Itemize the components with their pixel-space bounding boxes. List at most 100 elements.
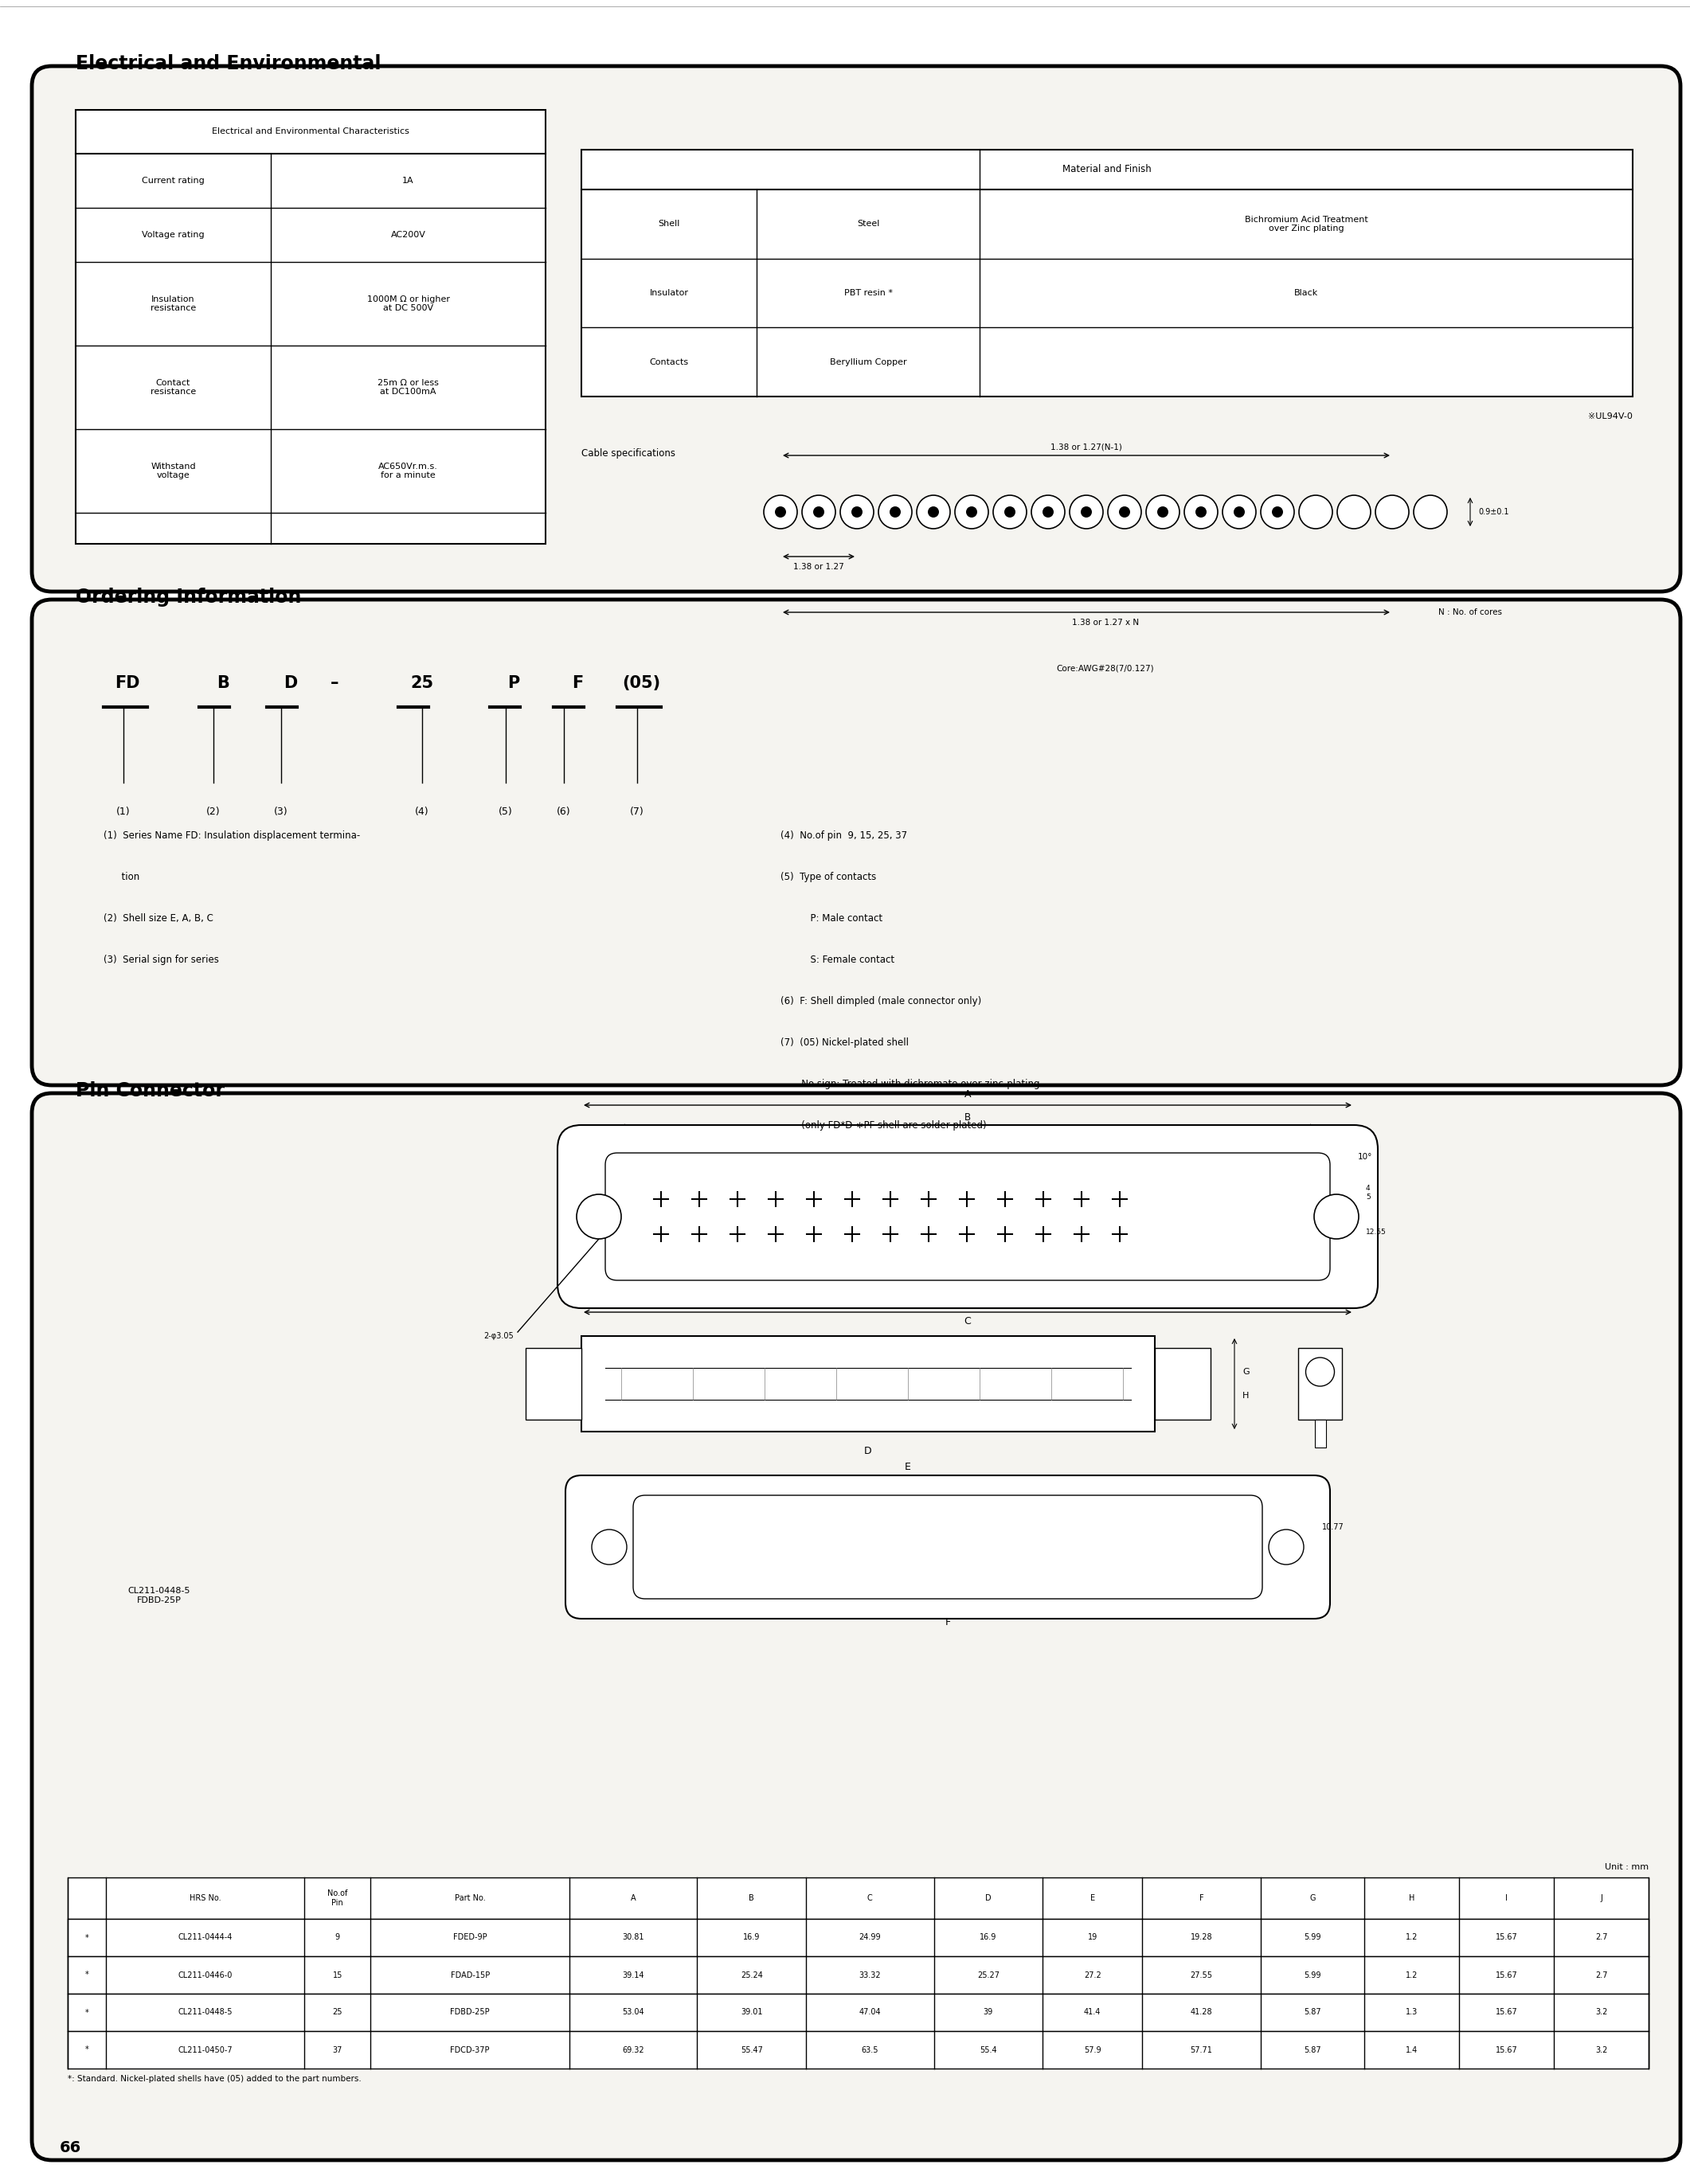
Text: Contact
resistance: Contact resistance xyxy=(150,378,196,395)
Circle shape xyxy=(1043,507,1053,518)
Text: 66: 66 xyxy=(59,2140,81,2156)
Circle shape xyxy=(1300,496,1332,529)
Text: FDCD-37P: FDCD-37P xyxy=(450,2046,490,2053)
Circle shape xyxy=(994,496,1026,529)
Circle shape xyxy=(1315,1195,1359,1238)
Text: Steel: Steel xyxy=(857,221,879,227)
FancyBboxPatch shape xyxy=(32,601,1680,1085)
Text: H: H xyxy=(1409,1894,1415,1902)
Text: Electrical and Environmental Characteristics: Electrical and Environmental Characteris… xyxy=(211,129,409,135)
Text: 10°: 10° xyxy=(1357,1153,1372,1162)
Text: 1.38 or 1.27(N-1): 1.38 or 1.27(N-1) xyxy=(1051,443,1122,452)
Text: Material and Finish: Material and Finish xyxy=(1063,164,1151,175)
Text: Cable specifications: Cable specifications xyxy=(581,448,676,459)
Text: N : No. of cores: N : No. of cores xyxy=(1438,609,1502,616)
Circle shape xyxy=(955,496,989,529)
Text: G: G xyxy=(1310,1894,1315,1902)
Text: (1): (1) xyxy=(117,806,130,817)
Text: FDED-9P: FDED-9P xyxy=(453,1933,487,1942)
Text: 5.99: 5.99 xyxy=(1305,1970,1322,1979)
Text: (4)  No.of pin  9, 15, 25, 37: (4) No.of pin 9, 15, 25, 37 xyxy=(781,830,908,841)
Bar xyxy=(581,151,1633,397)
Text: 30.81: 30.81 xyxy=(622,1933,644,1942)
Bar xyxy=(526,1348,581,1420)
Text: F: F xyxy=(571,675,583,690)
Circle shape xyxy=(764,496,798,529)
Text: HRS No.: HRS No. xyxy=(189,1894,221,1902)
Text: D: D xyxy=(864,1446,872,1457)
Text: *: * xyxy=(84,1970,88,1979)
Text: 15.67: 15.67 xyxy=(1496,1970,1518,1979)
Text: 15: 15 xyxy=(333,1970,343,1979)
Text: 19.28: 19.28 xyxy=(1190,1933,1212,1942)
Text: 39: 39 xyxy=(984,2009,994,2016)
Circle shape xyxy=(576,1195,622,1238)
Text: (6)  F: Shell dimpled (male connector only): (6) F: Shell dimpled (male connector onl… xyxy=(781,996,982,1007)
FancyBboxPatch shape xyxy=(605,1153,1330,1280)
Text: (7): (7) xyxy=(630,806,644,817)
Text: I: I xyxy=(1506,1894,1507,1902)
Text: 15.67: 15.67 xyxy=(1496,1933,1518,1942)
Text: FDAD-15P: FDAD-15P xyxy=(451,1970,490,1979)
Circle shape xyxy=(1222,496,1256,529)
Text: 4
5: 4 5 xyxy=(1366,1186,1371,1201)
Text: P: Male contact: P: Male contact xyxy=(781,913,882,924)
Text: Black: Black xyxy=(1295,288,1318,297)
Text: 57.9: 57.9 xyxy=(1083,2046,1102,2053)
Text: S: Female contact: S: Female contact xyxy=(781,954,894,965)
Bar xyxy=(68,2031,1648,2068)
Text: D: D xyxy=(284,675,297,690)
Text: Beryllium Copper: Beryllium Copper xyxy=(830,358,906,367)
Text: 1.4: 1.4 xyxy=(1406,2046,1418,2053)
Circle shape xyxy=(967,507,977,518)
Text: *: * xyxy=(84,1933,88,1942)
Text: CL211-0446-0: CL211-0446-0 xyxy=(177,1970,232,1979)
Text: Voltage rating: Voltage rating xyxy=(142,232,204,238)
Text: 2-φ3.05: 2-φ3.05 xyxy=(483,1332,514,1341)
Text: B: B xyxy=(216,675,230,690)
Text: 19: 19 xyxy=(1088,1933,1097,1942)
Text: 2.7: 2.7 xyxy=(1595,1933,1607,1942)
Text: 55.4: 55.4 xyxy=(980,2046,997,2053)
Text: CL211-0448-5: CL211-0448-5 xyxy=(177,2009,232,2016)
Text: FD: FD xyxy=(115,675,140,690)
FancyBboxPatch shape xyxy=(634,1496,1262,1599)
Text: (3)  Serial sign for series: (3) Serial sign for series xyxy=(103,954,220,965)
Text: 0.9±0.1: 0.9±0.1 xyxy=(1479,509,1509,515)
Circle shape xyxy=(1158,507,1168,518)
Text: tion: tion xyxy=(103,871,140,882)
Circle shape xyxy=(1070,496,1104,529)
FancyBboxPatch shape xyxy=(32,66,1680,592)
Text: AC200V: AC200V xyxy=(390,232,426,238)
Text: 25.27: 25.27 xyxy=(977,1970,999,1979)
Text: 25: 25 xyxy=(333,2009,343,2016)
Bar xyxy=(1154,1348,1210,1420)
Text: 47.04: 47.04 xyxy=(859,2009,880,2016)
Text: 27.2: 27.2 xyxy=(1083,1970,1102,1979)
Text: No.of
Pin: No.of Pin xyxy=(328,1889,348,1907)
FancyBboxPatch shape xyxy=(558,1125,1377,1308)
Text: F: F xyxy=(1200,1894,1203,1902)
Text: 3.2: 3.2 xyxy=(1595,2046,1607,2053)
Text: 63.5: 63.5 xyxy=(862,2046,879,2053)
Text: (4): (4) xyxy=(416,806,429,817)
Text: CL211-0450-7: CL211-0450-7 xyxy=(177,2046,232,2053)
Text: 16.9: 16.9 xyxy=(980,1933,997,1942)
Circle shape xyxy=(879,496,913,529)
Circle shape xyxy=(1080,507,1092,518)
Text: 9: 9 xyxy=(335,1933,340,1942)
Text: *: * xyxy=(84,2009,88,2016)
Text: 41.4: 41.4 xyxy=(1083,2009,1100,2016)
Text: Insulator: Insulator xyxy=(649,288,688,297)
Text: 1A: 1A xyxy=(402,177,414,186)
Text: Part No.: Part No. xyxy=(455,1894,485,1902)
Text: CL211-0444-4: CL211-0444-4 xyxy=(177,1933,232,1942)
Text: 5.99: 5.99 xyxy=(1305,1933,1322,1942)
Bar xyxy=(68,1994,1648,2031)
Text: A: A xyxy=(630,1894,635,1902)
Circle shape xyxy=(1119,507,1131,518)
Text: 24.99: 24.99 xyxy=(859,1933,880,1942)
Text: Electrical and Environmental: Electrical and Environmental xyxy=(76,55,380,74)
Circle shape xyxy=(1185,496,1218,529)
Text: (5)  Type of contacts: (5) Type of contacts xyxy=(781,871,875,882)
